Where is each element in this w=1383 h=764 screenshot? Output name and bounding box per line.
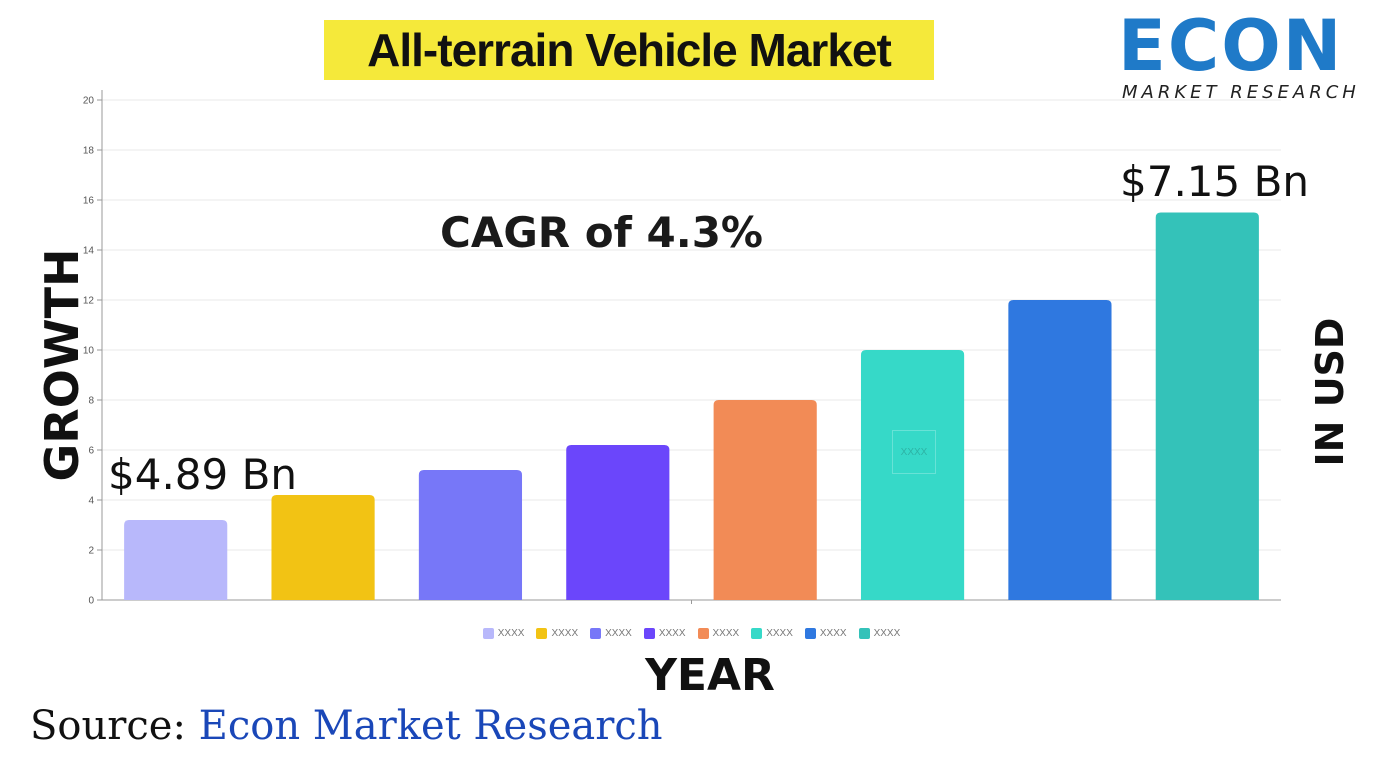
legend-item[interactable]: XXXX	[751, 628, 793, 639]
legend-swatch	[643, 628, 655, 639]
logo-subtitle: MARKET RESEARCH	[1122, 82, 1360, 103]
y-tick-label: 16	[83, 196, 95, 207]
legend-swatch	[590, 628, 602, 639]
legend-swatch	[697, 628, 709, 639]
x-axis-label: YEAR	[645, 650, 775, 701]
y-tick-label: 10	[83, 346, 95, 357]
y-tick-label: 2	[88, 546, 94, 557]
y-tick-label: 0	[88, 596, 94, 607]
legend-label: XXXX	[712, 628, 740, 639]
legend-swatch	[536, 628, 548, 639]
legend-swatch	[482, 628, 494, 639]
source-name: Econ Market Research	[198, 703, 663, 749]
legend-swatch	[751, 628, 763, 639]
chart-title: All-terrain Vehicle Market	[367, 24, 892, 76]
bar	[124, 520, 228, 600]
y-tick-label: 4	[88, 496, 94, 507]
legend-item[interactable]: XXXX	[482, 628, 525, 639]
y-tick-label: 20	[83, 96, 95, 107]
bar	[860, 350, 965, 600]
cagr-annotation: CAGR of 4.3%	[440, 208, 763, 257]
legend-swatch	[804, 628, 816, 639]
legend-label: XXXX	[819, 628, 847, 639]
legend-item[interactable]: XXXX	[858, 628, 901, 639]
end-value-annotation: $7.15 Bn	[1120, 157, 1310, 206]
start-value-annotation: $4.89 Bn	[108, 450, 298, 499]
bar	[713, 400, 817, 600]
legend-label: XXXX	[873, 628, 901, 639]
econ-logo: ECON MARKET RESEARCH	[1118, 8, 1376, 106]
bar	[566, 445, 670, 600]
bar	[1008, 300, 1112, 600]
watermark: XXXX	[892, 430, 936, 474]
legend-label: XXXX	[605, 628, 632, 639]
legend-label: XXXX	[497, 628, 525, 639]
legend-item[interactable]: XXXX	[697, 628, 740, 639]
legend-item[interactable]: XXXX	[590, 628, 632, 639]
source-prefix: Source:	[30, 703, 186, 749]
bar	[1155, 212, 1259, 600]
right-axis-label: IN USD	[1308, 317, 1352, 467]
y-tick-label: 14	[83, 246, 95, 257]
y-tick-label: 12	[83, 296, 95, 307]
title-highlight: All-terrain Vehicle Market	[324, 20, 934, 80]
legend-swatch	[858, 628, 870, 639]
y-tick-label: 18	[83, 146, 95, 157]
legend-label: XXXX	[551, 628, 579, 639]
left-axis-label: GROWTH	[35, 248, 89, 482]
legend-item[interactable]: XXXX	[804, 628, 847, 639]
y-tick-label: 8	[88, 396, 94, 407]
chart-legend: XXXX XXXX XXXX XXXX XXXX XXXX XXXX XXXX	[0, 628, 1383, 639]
legend-label: XXXX	[766, 628, 793, 639]
legend-item[interactable]: XXXX	[536, 628, 578, 639]
logo-wordmark: ECON	[1118, 5, 1344, 87]
bar	[418, 470, 523, 600]
legend-label: XXXX	[658, 628, 686, 639]
y-tick-label: 6	[88, 446, 94, 457]
source-line: Source: Econ Market Research	[30, 703, 663, 749]
legend-item[interactable]: XXXX	[643, 628, 686, 639]
bar	[271, 495, 375, 600]
